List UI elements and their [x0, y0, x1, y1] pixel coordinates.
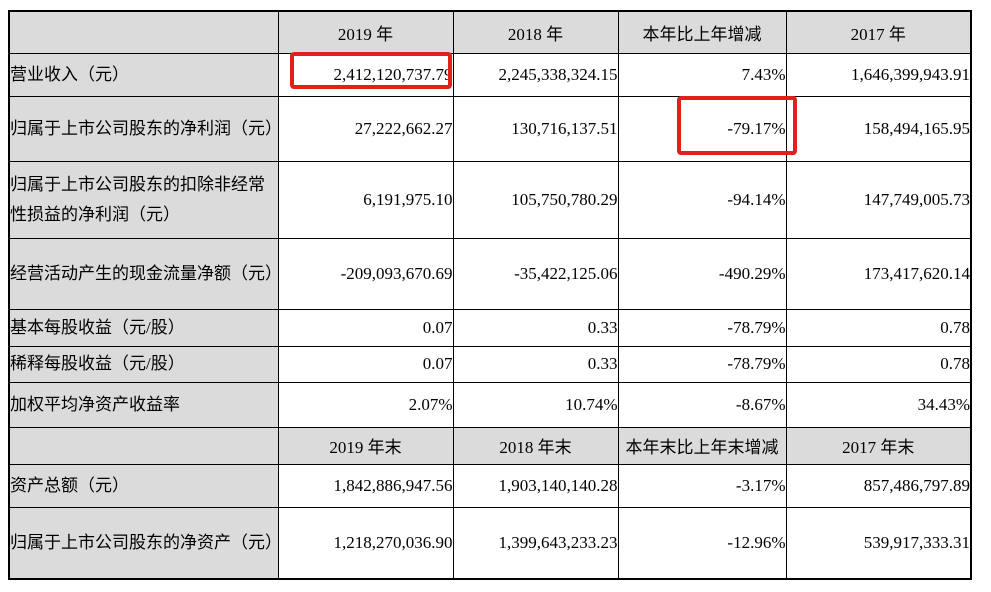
roe-2017-value: 34.43%: [785, 381, 972, 428]
net-profit-2017-value: 158,494,165.95: [785, 95, 972, 162]
revenue-2018-value: 2,245,338,324.15: [452, 52, 619, 97]
total-assets-label: 资产总额（元）: [8, 463, 279, 508]
header-row-year-end: 2019 年末 2018 年末 本年末比上年末增减 2017 年末: [8, 426, 972, 465]
net-assets-change-value: -12.96%: [617, 506, 787, 580]
header-yoy-change: 本年比上年增减: [617, 10, 787, 54]
cash-flow-change-value: -490.29%: [617, 237, 787, 310]
diluted-eps-2018-value: 0.33: [452, 345, 619, 383]
total-assets-2019-value: 1,842,886,947.56: [277, 463, 454, 508]
header-empty-cell-2: [8, 426, 279, 465]
diluted-eps-2019-value: 0.07: [277, 345, 454, 383]
header-2017: 2017 年: [785, 10, 972, 54]
roe-change-value: -8.67%: [617, 381, 787, 428]
header-row-annual: 2019 年 2018 年 本年比上年增减 2017 年: [8, 10, 972, 54]
header-empty-cell: [8, 10, 279, 54]
total-assets-row: 资产总额（元） 1,842,886,947.56 1,903,140,140.2…: [8, 463, 972, 508]
roe-2019-value: 2.07%: [277, 381, 454, 428]
basic-eps-label: 基本每股收益（元/股）: [8, 308, 279, 347]
deducted-net-profit-row: 归属于上市公司股东的扣除非经常性损益的净利润（元） 6,191,975.10 1…: [8, 160, 972, 239]
deducted-net-profit-2019-value: 6,191,975.10: [277, 160, 454, 239]
revenue-2019-value: 2,412,120,737.79: [277, 51, 454, 97]
net-profit-2018-value: 130,716,137.51: [452, 95, 619, 162]
cash-flow-row: 经营活动产生的现金流量净额（元） -209,093,670.69 -35,422…: [8, 237, 972, 310]
net-assets-label: 归属于上市公司股东的净资产（元）: [8, 506, 282, 580]
diluted-eps-row: 稀释每股收益（元/股） 0.07 0.33 -78.79% 0.78: [8, 345, 972, 383]
header-2018: 2018 年: [452, 10, 619, 54]
header-2017-end: 2017 年末: [785, 426, 972, 465]
roe-label: 加权平均净资产收益率: [8, 381, 279, 428]
revenue-change-value: 7.43%: [617, 52, 787, 97]
total-assets-2017-value: 857,486,797.89: [785, 463, 972, 508]
cash-flow-2019-value: -209,093,670.69: [277, 237, 454, 310]
diluted-eps-2017-value: 0.78: [785, 345, 972, 383]
basic-eps-2017-value: 0.78: [785, 308, 972, 347]
revenue-2017-value: 1,646,399,943.91: [785, 52, 972, 97]
basic-eps-row: 基本每股收益（元/股） 0.07 0.33 -78.79% 0.78: [8, 308, 972, 347]
diluted-eps-label: 稀释每股收益（元/股）: [8, 345, 279, 383]
deducted-net-profit-2018-value: 105,750,780.29: [452, 160, 619, 239]
revenue-row: 营业收入（元） 2,412,120,737.79 2,245,338,324.1…: [8, 51, 972, 97]
header-year-end-change: 本年末比上年末增减: [617, 426, 787, 465]
cash-flow-label: 经营活动产生的现金流量净额（元）: [8, 237, 282, 310]
financial-summary-table: 2019 年 2018 年 本年比上年增减 2017 年 营业收入（元） 2,4…: [8, 10, 972, 580]
net-profit-change-value: -79.17%: [617, 95, 797, 162]
header-2019-end: 2019 年末: [277, 426, 454, 465]
revenue-2019-text: 2,412,120,737.79: [333, 64, 453, 84]
total-assets-change-value: -3.17%: [617, 463, 787, 508]
net-profit-row: 归属于上市公司股东的净利润（元） 27,222,662.27 130,716,1…: [8, 95, 972, 162]
net-assets-2017-value: 539,917,333.31: [785, 506, 972, 580]
net-profit-2019-value: 27,222,662.27: [277, 95, 454, 162]
total-assets-2018-value: 1,903,140,140.28: [452, 463, 619, 508]
net-assets-2019-value: 1,218,270,036.90: [277, 506, 454, 580]
basic-eps-2018-value: 0.33: [452, 308, 619, 347]
net-assets-row: 归属于上市公司股东的净资产（元） 1,218,270,036.90 1,399,…: [8, 506, 972, 580]
deducted-net-profit-label: 归属于上市公司股东的扣除非经常性损益的净利润（元）: [8, 160, 279, 239]
roe-row: 加权平均净资产收益率 2.07% 10.74% -8.67% 34.43%: [8, 381, 972, 428]
net-profit-label: 归属于上市公司股东的净利润（元）: [8, 95, 282, 162]
cash-flow-2018-value: -35,422,125.06: [452, 237, 619, 310]
diluted-eps-change-value: -78.79%: [617, 345, 787, 383]
header-2018-end: 2018 年末: [452, 426, 619, 465]
cash-flow-2017-value: 173,417,620.14: [785, 237, 972, 310]
net-profit-change-text: -79.17%: [727, 118, 786, 138]
header-2019: 2019 年: [277, 10, 454, 54]
roe-2018-value: 10.74%: [452, 381, 619, 428]
basic-eps-2019-value: 0.07: [277, 308, 454, 347]
deducted-net-profit-2017-value: 147,749,005.73: [785, 160, 972, 239]
revenue-label: 营业收入（元）: [8, 52, 279, 97]
basic-eps-change-value: -78.79%: [617, 308, 787, 347]
deducted-net-profit-change-value: -94.14%: [617, 160, 787, 239]
net-assets-2018-value: 1,399,643,233.23: [452, 506, 619, 580]
